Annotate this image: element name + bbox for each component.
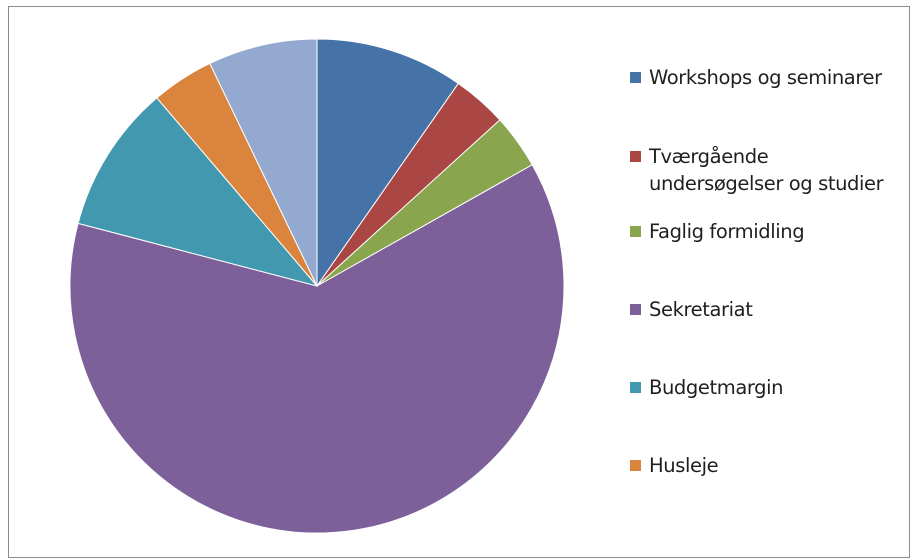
- legend-item-workshops: Workshops og seminarer: [630, 64, 882, 91]
- legend-item-faglig-formidling: Faglig formidling: [630, 218, 805, 245]
- legend-label-faglig-formidling: Faglig formidling: [649, 220, 805, 243]
- legend-item-budgetmargin: Budgetmargin: [630, 374, 784, 401]
- legend-label-sekretariat: Sekretariat: [649, 298, 753, 321]
- legend-label-husleje: Husleje: [649, 454, 719, 477]
- pie-slice-6: [209, 38, 318, 287]
- legend-label-workshops: Workshops og seminarer: [649, 66, 882, 89]
- legend-label-budgetmargin: Budgetmargin: [649, 376, 784, 399]
- legend-item-sekretariat: Sekretariat: [630, 296, 753, 323]
- legend-swatch-budgetmargin: [630, 382, 641, 393]
- legend-item-husleje: Husleje: [630, 452, 719, 479]
- legend-label-tvaergaende: Tværgående undersøgelser og studier: [649, 145, 884, 195]
- legend-item-tvaergaende: Tværgående undersøgelser og studier: [630, 143, 884, 197]
- legend-swatch-sekretariat: [630, 304, 641, 315]
- legend-swatch-faglig-formidling: [630, 226, 641, 237]
- legend-swatch-husleje: [630, 460, 641, 471]
- pie-slice-3: [69, 164, 565, 534]
- legend-swatch-tvaergaende: [630, 151, 641, 162]
- pie-slice-4: [77, 97, 319, 287]
- legend-swatch-workshops: [630, 72, 641, 83]
- pie-slice-0: [316, 38, 460, 288]
